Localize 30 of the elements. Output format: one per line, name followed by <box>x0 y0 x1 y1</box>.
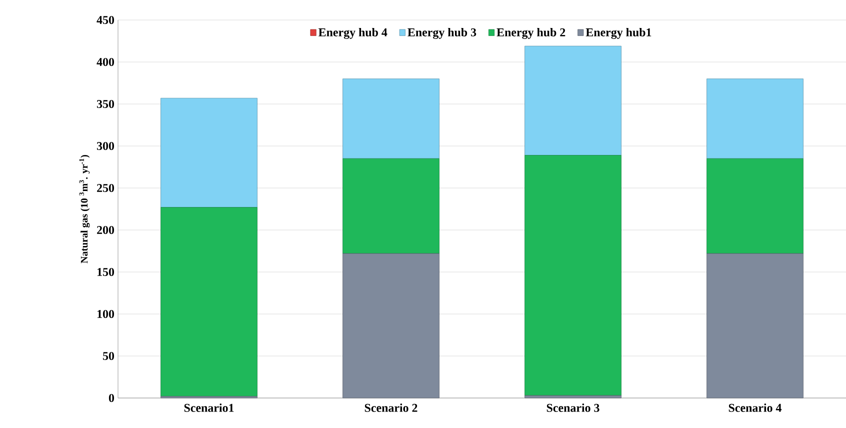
y-tick-label: 350 <box>97 100 114 108</box>
bar <box>524 155 622 396</box>
bar <box>706 158 804 254</box>
legend-label: Energy hub 2 <box>496 28 566 39</box>
y-tick-label: 450 <box>96 16 114 24</box>
legend-label: Energy hub 4 <box>318 28 388 39</box>
bar <box>524 46 622 156</box>
bar <box>160 98 258 208</box>
x-tick-label: Scenario 2 <box>364 404 418 412</box>
y-tick-label: 0 <box>108 394 114 402</box>
bar <box>706 253 804 398</box>
y-tick-label: 200 <box>97 226 114 234</box>
x-tick-label: Scenario1 <box>184 404 234 412</box>
x-tick-label: Scenario 4 <box>728 404 782 412</box>
bar <box>342 158 440 254</box>
y-tick-label: 150 <box>98 268 114 276</box>
legend-label: Energy hub1 <box>586 28 652 39</box>
bar <box>342 78 440 159</box>
x-tick-label: Scenario 3 <box>546 404 600 412</box>
y-tick-label: 50 <box>103 352 114 360</box>
bar <box>160 207 258 397</box>
y-tick-label: 250 <box>97 184 114 192</box>
legend-label: Energy hub 3 <box>408 28 476 39</box>
y-tick-label: 100 <box>98 310 114 318</box>
y-axis-title: Natural gas (10 $^{3}$m$^{3}$. yr$^{-1}$) <box>79 154 90 264</box>
bar <box>342 253 440 398</box>
y-tick-label: 400 <box>96 58 114 66</box>
bar <box>524 395 622 398</box>
bar <box>706 78 804 159</box>
y-tick-label: 300 <box>97 142 114 150</box>
